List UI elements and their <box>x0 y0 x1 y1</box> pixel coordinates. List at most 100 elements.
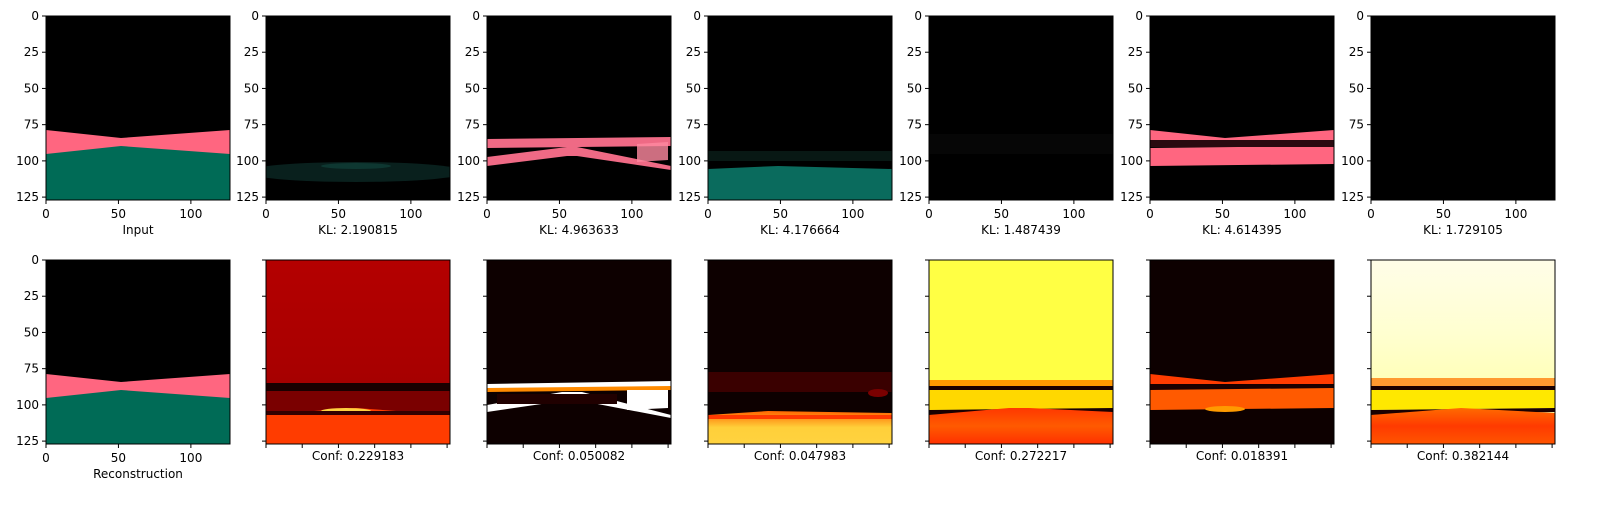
y-tick-label: 125 <box>678 190 701 204</box>
axes-frame <box>1370 259 1556 445</box>
y-tick-label: 75 <box>465 118 480 132</box>
y-tick-label: 25 <box>686 45 701 59</box>
panel-z6 <box>1371 16 1555 200</box>
panel-caption: KL: 4.176664 <box>760 223 840 237</box>
panel-caption: Conf: 0.047983 <box>754 449 846 463</box>
axes-frame <box>265 15 451 201</box>
y-tick-label: 125 <box>1120 190 1143 204</box>
y-tick-label: 50 <box>686 81 701 95</box>
heatmap-c4 <box>929 260 1113 444</box>
faint-teal-blob <box>266 162 450 182</box>
axes-c2: Conf: 0.050082 <box>483 259 672 463</box>
x-tick-label: 50 <box>994 207 1009 221</box>
panel-caption: Reconstruction <box>93 467 183 481</box>
y-tick-label: 100 <box>1120 154 1143 168</box>
y-tick-label: 125 <box>16 434 39 448</box>
y-tick-label: 100 <box>678 154 701 168</box>
axes-frame <box>486 15 672 201</box>
y-tick-label: 0 <box>1135 9 1143 23</box>
x-tick-label: 50 <box>1436 207 1451 221</box>
axes-frame <box>928 259 1114 445</box>
axes-z1: 0 50 100 0 25 50 75 100 125 KL: 2.190815 <box>236 9 451 237</box>
y-tick-label: 100 <box>236 154 259 168</box>
y-tick-label: 75 <box>24 118 39 132</box>
axes-z6: 0 50 100 0 25 50 75 100 125 KL: 1.729105 <box>1341 9 1556 237</box>
axes-c4: Conf: 0.272217 <box>925 259 1114 463</box>
axes-c1: Conf: 0.229183 <box>262 259 451 463</box>
axes-z4: 0 50 100 0 25 50 75 100 125 KL: 1.487439 <box>899 9 1114 237</box>
panel-caption: KL: 4.963633 <box>539 223 619 237</box>
y-tick-label: 50 <box>24 81 39 95</box>
y-tick-label: 50 <box>1349 81 1364 95</box>
axes-frame <box>928 15 1114 201</box>
axes-z3: 0 50 100 0 25 50 75 100 125 KL: 4.176664 <box>678 9 893 237</box>
y-tick-label: 50 <box>1128 81 1143 95</box>
x-tick-label: 50 <box>1215 207 1230 221</box>
y-tick-label: 25 <box>1349 45 1364 59</box>
y-tick-label: 100 <box>16 154 39 168</box>
axes-c5: Conf: 0.018391 <box>1146 259 1335 463</box>
panel-caption: KL: 4.614395 <box>1202 223 1282 237</box>
y-tick-label: 50 <box>907 81 922 95</box>
panel-z3 <box>708 16 892 200</box>
y-tick-label: 100 <box>457 154 480 168</box>
axes-frame <box>265 259 451 445</box>
y-tick-label: 0 <box>693 9 701 23</box>
x-tick-label: 0 <box>483 207 491 221</box>
heatmap-c2 <box>487 260 671 444</box>
panel-caption: KL: 1.487439 <box>981 223 1061 237</box>
y-tick-label: 0 <box>1356 9 1364 23</box>
y-tick-label: 125 <box>236 190 259 204</box>
x-tick-label: 100 <box>841 207 864 221</box>
y-tick-label: 25 <box>24 289 39 303</box>
heatmap-c1 <box>266 260 450 444</box>
y-tick-label: 0 <box>251 9 259 23</box>
y-tick-label: 25 <box>244 45 259 59</box>
panel-z1 <box>266 16 450 200</box>
x-tick-label: 100 <box>1062 207 1085 221</box>
panel-caption: KL: 2.190815 <box>318 223 398 237</box>
axes-frame <box>1370 15 1556 201</box>
y-tick-label: 100 <box>1341 154 1364 168</box>
x-tick-label: 0 <box>704 207 712 221</box>
axes-frame <box>707 259 893 445</box>
y-tick-label: 50 <box>24 325 39 339</box>
y-tick-label: 75 <box>244 118 259 132</box>
panel-reconstruction <box>46 260 230 444</box>
y-tick-label: 75 <box>1349 118 1364 132</box>
axes-frame <box>486 259 672 445</box>
axes-c6: Conf: 0.382144 <box>1367 259 1556 463</box>
x-tick-label: 50 <box>111 207 126 221</box>
axes-frame <box>1149 15 1335 201</box>
heatmap-c6 <box>1371 260 1555 444</box>
x-tick-label: 100 <box>1283 207 1306 221</box>
panel-caption: Conf: 0.382144 <box>1417 449 1509 463</box>
x-tick-label: 0 <box>262 207 270 221</box>
y-tick-label: 75 <box>24 362 39 376</box>
x-tick-label: 100 <box>1504 207 1527 221</box>
x-tick-label: 0 <box>925 207 933 221</box>
panel-z4 <box>929 16 1113 200</box>
y-tick-label: 75 <box>686 118 701 132</box>
panel-caption: Conf: 0.229183 <box>312 449 404 463</box>
heatmap-c5 <box>1150 260 1334 444</box>
axes-c3: Conf: 0.047983 <box>704 259 893 463</box>
x-tick-label: 50 <box>552 207 567 221</box>
y-tick-label: 75 <box>907 118 922 132</box>
y-tick-label: 125 <box>1341 190 1364 204</box>
y-tick-label: 25 <box>907 45 922 59</box>
panel-z2 <box>487 16 671 200</box>
y-tick-label: 25 <box>465 45 480 59</box>
x-tick-label: 100 <box>620 207 643 221</box>
panel-caption: KL: 1.729105 <box>1423 223 1503 237</box>
panel-z5 <box>1150 16 1334 200</box>
teal-band <box>708 166 892 200</box>
y-tick-label: 50 <box>465 81 480 95</box>
panel-caption: Conf: 0.050082 <box>533 449 625 463</box>
x-tick-label: 50 <box>331 207 346 221</box>
panel-caption: Conf: 0.018391 <box>1196 449 1288 463</box>
teal-band <box>46 146 230 200</box>
axes-z5: 0 50 100 0 25 50 75 100 125 KL: 4.614395 <box>1120 9 1335 237</box>
y-tick-label: 0 <box>914 9 922 23</box>
